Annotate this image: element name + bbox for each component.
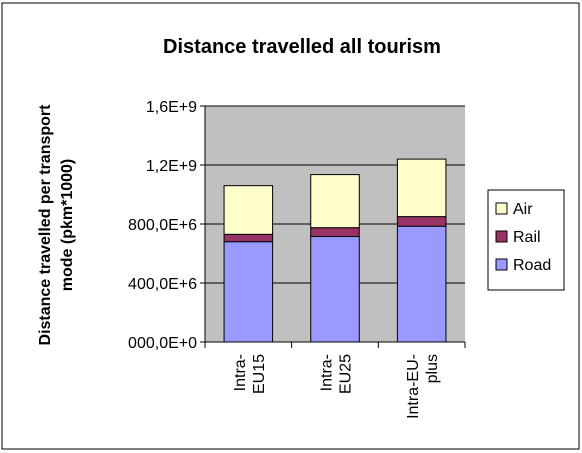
bar-air-3	[396, 158, 447, 218]
bar-road-1	[223, 241, 274, 343]
x-tick-label-2-line-1: Intra-	[319, 354, 336, 391]
legend: Air Rail Road	[487, 189, 565, 291]
y-axis-title: Distance travelled per transport mode (p…	[37, 104, 76, 346]
y-axis-title-line-1: Distance travelled per transport	[37, 104, 54, 346]
x-tick-label-3-line-2: plus	[424, 354, 441, 383]
y-tick-label-4: 1,6E+9	[146, 99, 197, 116]
bar-rail-1	[223, 233, 274, 243]
bar-road-3	[396, 225, 447, 343]
x-tick-label-2-line-2: EU25	[338, 354, 355, 394]
legend-swatch-rail	[495, 230, 508, 243]
y-tick-label-0: 000,0E+0	[128, 335, 197, 352]
x-tick-label-1-line-2: EU15	[251, 354, 268, 394]
chart-title: Distance travelled all tourism	[163, 36, 441, 58]
legend-label-rail: Rail	[513, 229, 541, 246]
bar-rail-2	[310, 227, 360, 238]
bar-rail-3	[396, 216, 447, 227]
y-tick-label-3: 1,2E+9	[146, 158, 197, 175]
y-tick-labels: 000,0E+0 400,0E+6 800,0E+6 1,2E+9 1,6E+9	[128, 99, 197, 352]
x-tick-label-1-line-1: Intra-	[232, 354, 249, 391]
bars	[223, 158, 447, 343]
bar-air-1	[223, 185, 274, 235]
bar-air-2	[310, 174, 360, 229]
x-tick-label-3-line-1: Intra-EU-	[405, 354, 422, 419]
legend-label-road: Road	[513, 257, 551, 274]
x-tick-labels: Intra- EU15 Intra- EU25 Intra-EU-plus	[232, 354, 441, 419]
bar-road-2	[310, 236, 360, 343]
legend-swatch-air	[495, 202, 508, 215]
y-tick-label-2: 800,0E+6	[128, 217, 197, 234]
legend-label-air: Air	[513, 201, 533, 218]
legend-swatch-road	[495, 258, 508, 271]
y-axis-title-line-2: mode (pkm*1000)	[59, 159, 76, 292]
y-tick-label-1: 400,0E+6	[128, 276, 197, 293]
axes	[200, 105, 466, 348]
